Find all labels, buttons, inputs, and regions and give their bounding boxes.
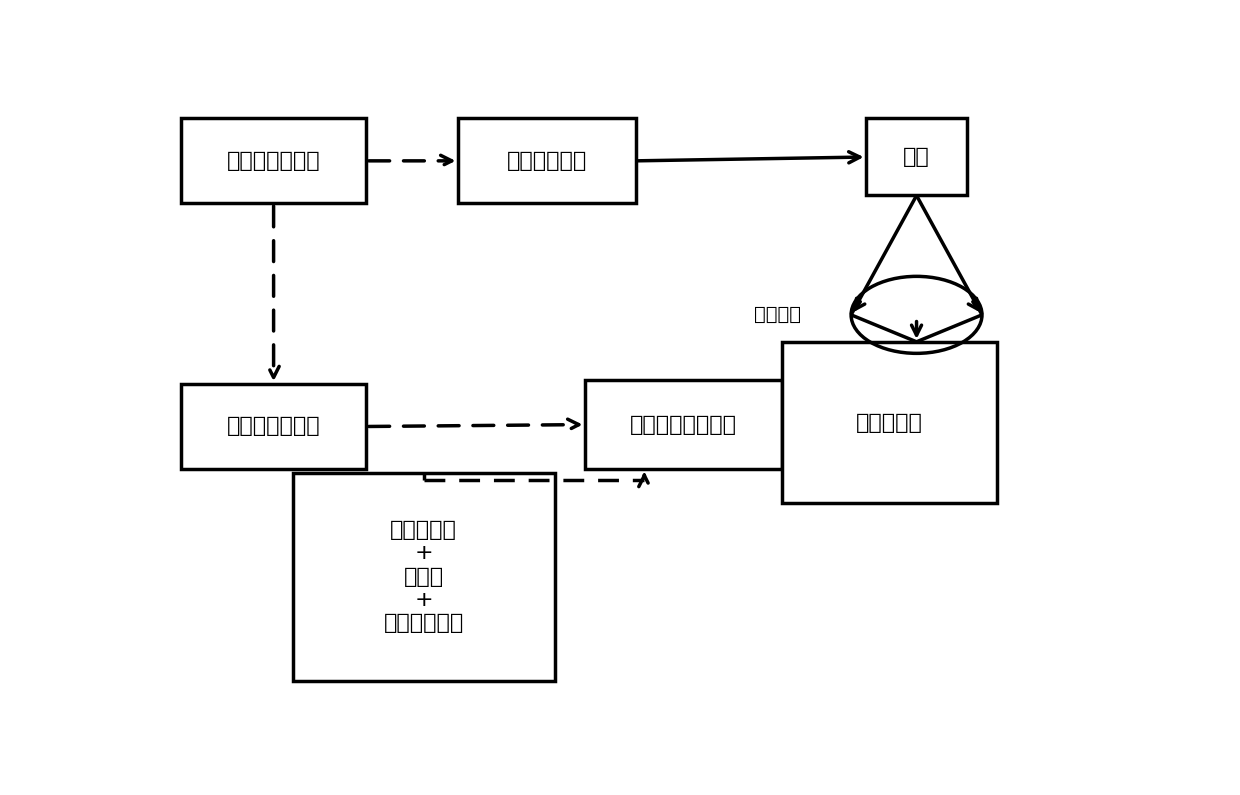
Text: 高压脉冲发生器: 高压脉冲发生器: [227, 417, 320, 436]
Text: 数据采集卡
+
计算机
+
数据采集软件: 数据采集卡 + 计算机 + 数据采集软件: [383, 520, 464, 633]
Text: 样品: 样品: [903, 147, 930, 167]
Text: 光栅光谱仪: 光栅光谱仪: [856, 413, 923, 432]
Bar: [585, 380, 781, 469]
Text: 短脉冲激光器: 短脉冲激光器: [507, 151, 587, 171]
Bar: [459, 118, 635, 204]
Bar: [181, 384, 366, 469]
Text: 收集透镜: 收集透镜: [754, 305, 801, 324]
Bar: [293, 473, 554, 681]
Text: 延迟信号发生器: 延迟信号发生器: [227, 151, 320, 171]
Bar: [867, 118, 967, 196]
Text: 增强型电荷耦合器: 增强型电荷耦合器: [630, 414, 737, 435]
Bar: [181, 118, 366, 204]
Bar: [781, 342, 997, 503]
